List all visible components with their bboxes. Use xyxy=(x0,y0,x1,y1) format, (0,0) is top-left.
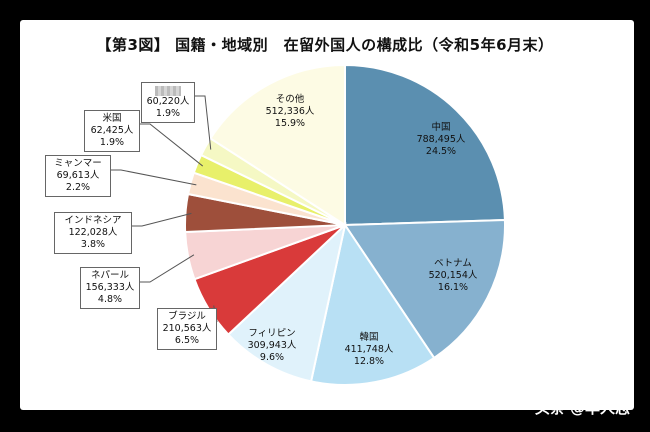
leader-line-usa xyxy=(140,123,204,167)
leader-line-nepal xyxy=(140,254,195,283)
leader-line-unnamed xyxy=(195,95,212,150)
label-china: 中国 788,495人 24.5% xyxy=(416,122,466,157)
label-indonesia: インドネシア 122,028人 3.8% xyxy=(54,212,132,254)
watermark: 头条 @华人志 xyxy=(534,399,630,417)
pie-slice-korea xyxy=(309,222,436,386)
label-nepal: ネパール 156,333人 4.8% xyxy=(80,267,140,309)
pie-slice-other xyxy=(209,63,346,227)
label-other: その他 512,336人 15.9% xyxy=(265,94,315,129)
label-blurred: 60,220人 1.9% xyxy=(141,82,195,123)
leader-line-myanmar xyxy=(111,169,197,186)
label-vietnam: ベトナム 520,154人 16.1% xyxy=(428,258,478,293)
pie-slice-vietnam xyxy=(343,218,506,360)
label-myanmar: ミャンマー 69,613人 2.2% xyxy=(45,155,111,197)
leader-line-indonesia xyxy=(132,212,192,227)
pie-slice-china xyxy=(344,63,506,227)
label-philippines: フィリピン 309,943人 9.6% xyxy=(247,328,297,363)
blurred-label-placeholder xyxy=(155,86,181,96)
chart-title: 【第3図】 国籍・地域別 在留外国人の構成比（令和5年6月末） xyxy=(96,36,554,54)
label-usa: 米国 62,425人 1.9% xyxy=(84,110,140,152)
label-korea: 韓国 411,748人 12.8% xyxy=(344,332,394,367)
pie-slice-philippines xyxy=(226,222,347,383)
label-brazil: ブラジル 210,563人 6.5% xyxy=(157,308,217,350)
